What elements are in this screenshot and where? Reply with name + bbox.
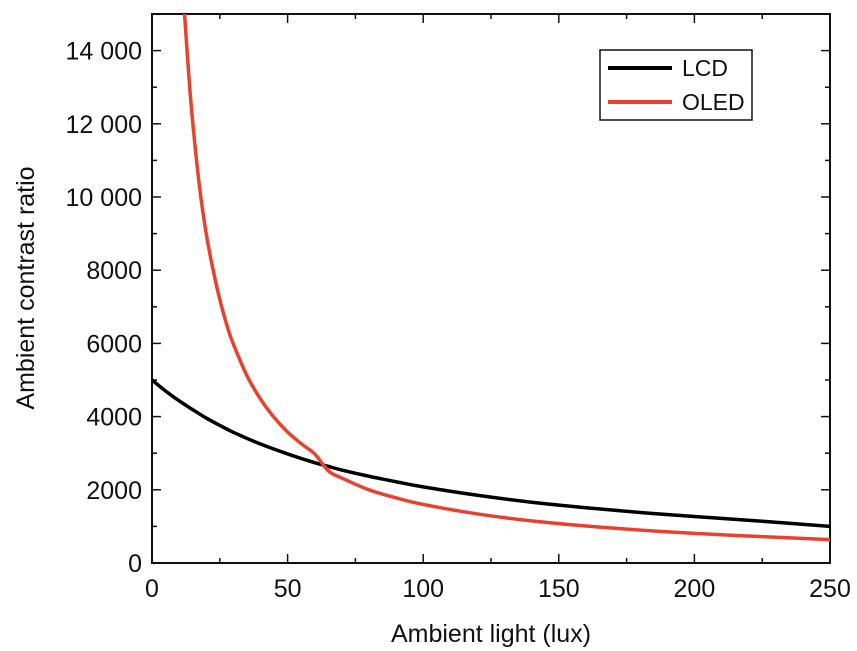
x-tick-label: 250	[809, 575, 851, 603]
series-line-oled	[182, 14, 830, 542]
legend-label-lcd: LCD	[682, 55, 728, 81]
y-tick-label: 8000	[86, 257, 142, 285]
legend-label-oled: OLED	[682, 89, 745, 115]
series-line-lcd	[152, 378, 830, 529]
x-tick-label: 0	[145, 575, 159, 603]
y-axis-title: Ambient contrast ratio	[12, 166, 40, 409]
y-tick-label: 0	[128, 550, 142, 578]
y-tick-label: 6000	[86, 330, 142, 358]
x-tick-label: 150	[538, 575, 580, 603]
x-tick-label: 50	[274, 575, 302, 603]
y-tick-label: 10 000	[66, 184, 142, 212]
x-tick-label: 200	[674, 575, 716, 603]
x-axis-title: Ambient light (lux)	[391, 620, 591, 648]
axis-ticks	[151, 13, 831, 564]
x-tick-label: 100	[402, 575, 444, 603]
legend-box	[599, 49, 753, 121]
y-tick-label: 2000	[86, 477, 142, 505]
legend: LCD OLED	[599, 49, 753, 121]
series-lines	[152, 14, 830, 542]
y-tick-label: 12 000	[66, 111, 142, 139]
axis-tick-labels: 0 50 100 150 200 250 0 2000 4000 6000 8000 10 000 12…	[66, 38, 851, 603]
y-tick-label: 4000	[86, 404, 142, 432]
y-tick-label: 14 000	[66, 38, 142, 66]
